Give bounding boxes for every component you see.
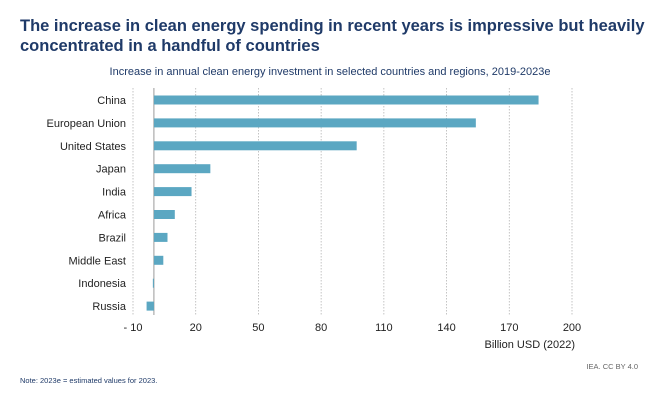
category-label: Middle East <box>69 255 126 267</box>
bar-russia <box>146 301 154 311</box>
bar-united-states <box>153 141 357 151</box>
bar-india <box>153 187 192 197</box>
x-tick-label: 80 <box>315 322 327 334</box>
x-tick-label: 200 <box>563 322 581 334</box>
category-label: Africa <box>98 210 127 222</box>
x-tick-label: 50 <box>252 322 264 334</box>
category-labels: China European Union United States Japan Ind… <box>46 95 126 313</box>
category-label: Indonesia <box>78 278 127 290</box>
bar-africa <box>153 210 175 219</box>
x-axis-title: Billion USD (2022) <box>485 339 575 351</box>
source-credit: IEA. CC BY 4.0 <box>586 362 638 371</box>
x-tick-label: 170 <box>500 322 518 334</box>
page-title: The increase in clean energy spending in… <box>20 17 645 55</box>
bar-china <box>153 95 539 105</box>
chart-title: Increase in annual clean energy investme… <box>109 66 551 78</box>
bars <box>146 95 539 311</box>
category-label: Japan <box>96 164 126 176</box>
category-label: China <box>97 95 127 107</box>
bar-middle-east <box>153 255 164 265</box>
category-label: European Union <box>46 118 126 130</box>
category-label: Russia <box>92 301 127 313</box>
bar-indonesia <box>152 278 154 288</box>
bar-brazil <box>153 232 168 242</box>
x-tick-label: - 10 <box>124 322 143 334</box>
footnote: Note: 2023e = estimated values for 2023. <box>20 376 158 385</box>
x-tick-label: 110 <box>375 322 393 334</box>
category-label: Brazil <box>98 232 126 244</box>
x-tick-label: 20 <box>190 322 202 334</box>
x-tick-label: 140 <box>437 322 455 334</box>
category-label: United States <box>60 141 127 153</box>
tick-labels: - 10 20 50 80 110 140 170 200 <box>124 322 582 334</box>
gridlines <box>132 88 573 315</box>
bar-european-union <box>153 118 476 128</box>
bar-japan <box>153 164 211 174</box>
category-label: India <box>102 187 127 199</box>
